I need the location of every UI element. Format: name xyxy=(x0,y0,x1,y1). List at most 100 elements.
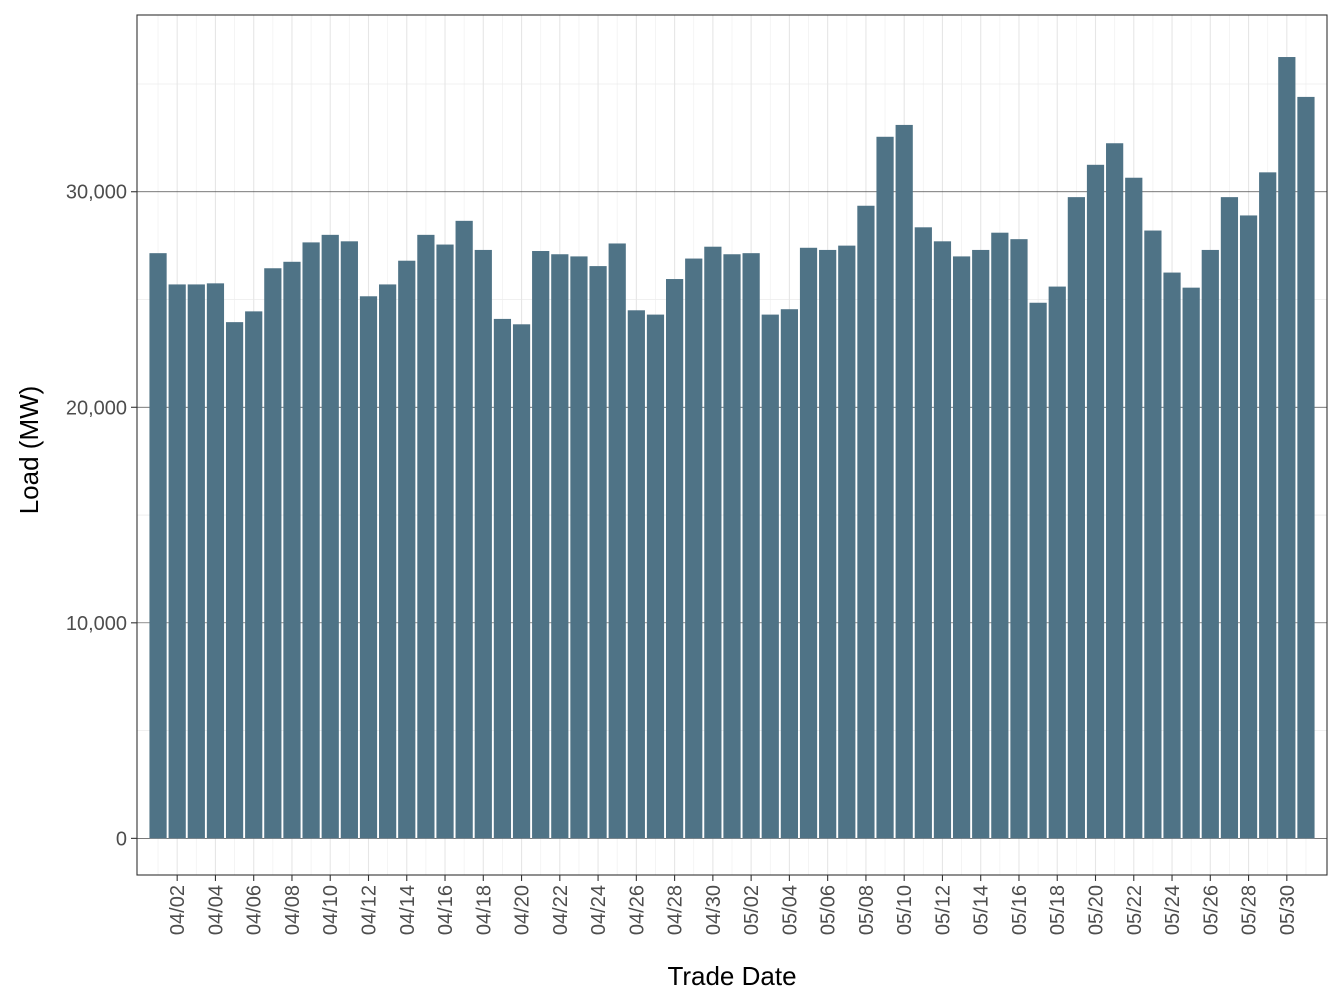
bar-04-26 xyxy=(627,310,645,839)
x-tick-label: 05/04 xyxy=(779,885,801,935)
bar-04-22 xyxy=(551,254,569,839)
bar-04-21 xyxy=(532,251,550,839)
bar-05-10 xyxy=(895,124,913,839)
bar-05-31 xyxy=(1297,96,1315,839)
x-tick-label: 04/28 xyxy=(665,885,687,935)
bar-05-13 xyxy=(952,256,971,839)
x-tick-label: 04/16 xyxy=(435,885,457,935)
x-tick-label: 05/28 xyxy=(1239,885,1261,935)
bar-04-20 xyxy=(512,324,531,839)
y-axis: 0 10,000 20,000 30,000 xyxy=(66,182,137,850)
x-tick-label: 05/08 xyxy=(856,885,878,935)
bar-04-06 xyxy=(245,311,263,839)
x-tick-label: 05/02 xyxy=(741,885,763,935)
x-tick-label: 04/06 xyxy=(244,885,266,935)
x-tick-label: 05/24 xyxy=(1162,885,1184,935)
bar-05-04 xyxy=(780,309,799,839)
bar-04-24 xyxy=(589,266,607,839)
bar-04-27 xyxy=(646,314,665,839)
x-tick-label: 05/12 xyxy=(932,885,954,935)
bar-05-19 xyxy=(1067,197,1085,839)
bar-04-30 xyxy=(704,246,722,839)
x-tick-label: 04/26 xyxy=(626,885,648,935)
x-tick-label: 04/30 xyxy=(703,885,725,935)
bar-05-02 xyxy=(742,253,760,839)
x-tick-label: 04/24 xyxy=(588,885,610,935)
bar-04-18 xyxy=(474,249,492,839)
bar-05-24 xyxy=(1163,272,1181,839)
bar-04-12 xyxy=(359,296,378,839)
bar-05-01 xyxy=(723,254,741,839)
bar-04-13 xyxy=(379,284,397,839)
x-tick-label: 04/18 xyxy=(473,885,495,935)
bar-05-11 xyxy=(914,227,932,839)
x-tick-label: 05/20 xyxy=(1086,885,1108,935)
panel-border xyxy=(136,14,1328,876)
plot-panel xyxy=(136,14,1328,876)
bar-04-05 xyxy=(225,322,244,839)
x-axis: 04/02 04/04 04/06 04/08 04/10 04/12 04/14 04/16… xyxy=(167,875,1299,935)
bar-04-08 xyxy=(283,261,301,839)
bar-04-02 xyxy=(168,284,186,839)
bar-05-07 xyxy=(838,245,856,839)
bar-05-28 xyxy=(1239,215,1258,839)
y-tick-label: 10,000 xyxy=(66,613,127,635)
x-tick-label: 05/26 xyxy=(1200,885,1222,935)
bar-04-16 xyxy=(436,244,454,839)
bar-05-15 xyxy=(991,232,1009,839)
bar-04-03 xyxy=(187,284,205,839)
x-tick-label: 05/06 xyxy=(818,885,840,935)
bar-05-21 xyxy=(1106,143,1124,839)
bar-04-23 xyxy=(570,256,588,839)
x-tick-label: 05/10 xyxy=(894,885,916,935)
x-tick-label: 05/16 xyxy=(1009,885,1031,935)
x-tick-label: 04/14 xyxy=(397,885,419,935)
y-tick-label: 20,000 xyxy=(66,397,127,419)
bar-04-01 xyxy=(149,253,167,839)
bar-05-08 xyxy=(857,205,875,839)
bar-05-16 xyxy=(1010,239,1028,839)
y-tick-label: 30,000 xyxy=(66,182,127,204)
bar-04-14 xyxy=(398,260,416,839)
bar-04-19 xyxy=(493,318,512,839)
bar-05-22 xyxy=(1125,177,1143,839)
bar-04-17 xyxy=(455,220,473,839)
x-tick-label: 04/20 xyxy=(512,885,534,935)
bar-05-17 xyxy=(1029,302,1047,839)
bar-05-09 xyxy=(876,136,894,839)
x-tick-label: 04/04 xyxy=(205,885,227,935)
y-tick-label: 0 xyxy=(116,828,127,850)
bar-04-29 xyxy=(685,258,703,839)
x-tick-label: 04/12 xyxy=(358,885,380,935)
bar-05-25 xyxy=(1182,287,1200,839)
bar-04-25 xyxy=(608,243,626,839)
bar-04-11 xyxy=(340,241,358,839)
x-tick-label: 05/22 xyxy=(1124,885,1146,935)
x-tick-label: 05/18 xyxy=(1047,885,1069,935)
bar-04-28 xyxy=(665,279,684,839)
bar-05-26 xyxy=(1201,249,1219,839)
x-tick-label: 04/02 xyxy=(167,885,189,935)
bar-04-09 xyxy=(302,242,320,839)
bar-05-06 xyxy=(819,249,837,839)
x-tick-label: 04/10 xyxy=(320,885,342,935)
bar-05-05 xyxy=(799,247,818,839)
x-tick-label: 05/30 xyxy=(1277,885,1299,935)
bar-04-04 xyxy=(206,283,225,839)
x-tick-label: 04/08 xyxy=(282,885,304,935)
bar-05-12 xyxy=(933,241,952,839)
x-tick-label: 05/14 xyxy=(971,885,993,935)
bar-05-23 xyxy=(1144,230,1162,839)
bar-05-14 xyxy=(972,249,990,839)
y-axis-title: Load (MW) xyxy=(14,386,44,515)
bar-05-30 xyxy=(1278,57,1296,839)
bar-04-15 xyxy=(417,234,435,839)
bar-04-07 xyxy=(264,268,282,839)
bars xyxy=(149,57,1315,839)
x-tick-label: 04/22 xyxy=(550,885,572,935)
bar-05-27 xyxy=(1220,197,1239,839)
bar-05-29 xyxy=(1259,172,1277,839)
bar-05-18 xyxy=(1048,286,1066,839)
x-axis-title: Trade Date xyxy=(667,961,796,991)
